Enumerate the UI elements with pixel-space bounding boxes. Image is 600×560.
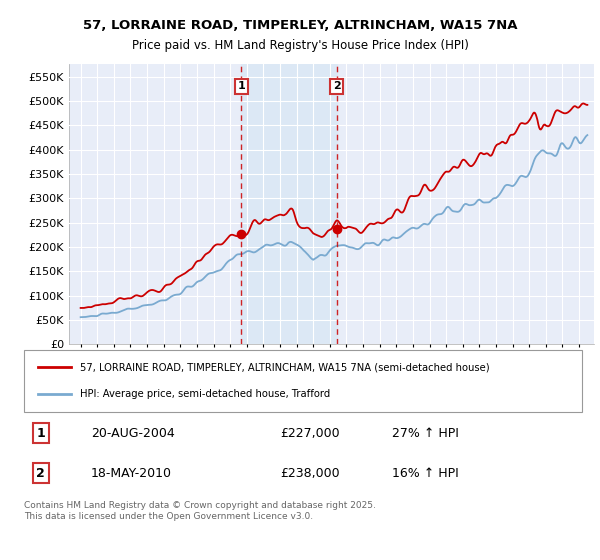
- Text: Contains HM Land Registry data © Crown copyright and database right 2025.
This d: Contains HM Land Registry data © Crown c…: [24, 501, 376, 521]
- Text: 1: 1: [37, 427, 45, 440]
- Text: 27% ↑ HPI: 27% ↑ HPI: [392, 427, 459, 440]
- Text: Price paid vs. HM Land Registry's House Price Index (HPI): Price paid vs. HM Land Registry's House …: [131, 39, 469, 53]
- Text: 2: 2: [37, 466, 45, 480]
- Text: 16% ↑ HPI: 16% ↑ HPI: [392, 466, 459, 480]
- Text: £227,000: £227,000: [281, 427, 340, 440]
- Text: HPI: Average price, semi-detached house, Trafford: HPI: Average price, semi-detached house,…: [80, 389, 330, 399]
- Bar: [241, 64, 337, 344]
- Text: 57, LORRAINE ROAD, TIMPERLEY, ALTRINCHAM, WA15 7NA: 57, LORRAINE ROAD, TIMPERLEY, ALTRINCHAM…: [83, 18, 517, 32]
- Text: 20-AUG-2004: 20-AUG-2004: [91, 427, 175, 440]
- Text: 2: 2: [333, 81, 341, 91]
- Text: 18-MAY-2010: 18-MAY-2010: [91, 466, 172, 480]
- Text: 57, LORRAINE ROAD, TIMPERLEY, ALTRINCHAM, WA15 7NA (semi-detached house): 57, LORRAINE ROAD, TIMPERLEY, ALTRINCHAM…: [80, 362, 490, 372]
- FancyBboxPatch shape: [24, 350, 582, 412]
- Text: 1: 1: [238, 81, 245, 91]
- Text: £238,000: £238,000: [281, 466, 340, 480]
